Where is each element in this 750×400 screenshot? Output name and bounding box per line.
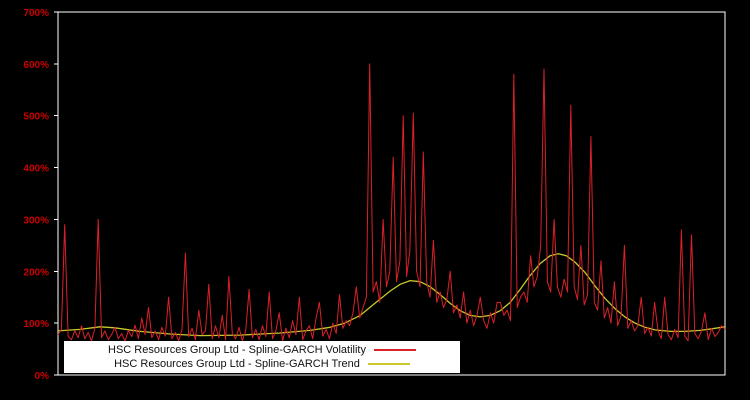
legend-item-trend: HSC Resources Group Ltd - Spline-GARCH T… <box>70 357 454 371</box>
y-axis-tick-label: 700% <box>23 8 49 19</box>
volatility-series-line <box>57 63 726 342</box>
y-axis-tick-label: 600% <box>23 60 49 71</box>
y-axis-tick-label: 0% <box>35 371 50 382</box>
legend-volatility-line-sample <box>373 349 416 351</box>
legend-trend-line-sample <box>367 363 410 365</box>
y-axis-tick-label: 500% <box>23 112 49 123</box>
legend-label-volatility: HSC Resources Group Ltd - Spline-GARCH V… <box>108 344 366 356</box>
chart-legend: HSC Resources Group Ltd - Spline-GARCH V… <box>64 341 460 373</box>
y-axis-tick-label: 200% <box>23 267 49 278</box>
y-axis-tick-label: 100% <box>23 319 49 330</box>
y-axis-tick-label: 300% <box>23 215 49 226</box>
y-axis-tick-label: 400% <box>23 164 49 175</box>
legend-item-volatility: HSC Resources Group Ltd - Spline-GARCH V… <box>70 343 454 357</box>
legend-label-trend: HSC Resources Group Ltd - Spline-GARCH T… <box>114 358 360 370</box>
plot-frame <box>57 11 726 376</box>
trend-series-line <box>57 253 726 337</box>
